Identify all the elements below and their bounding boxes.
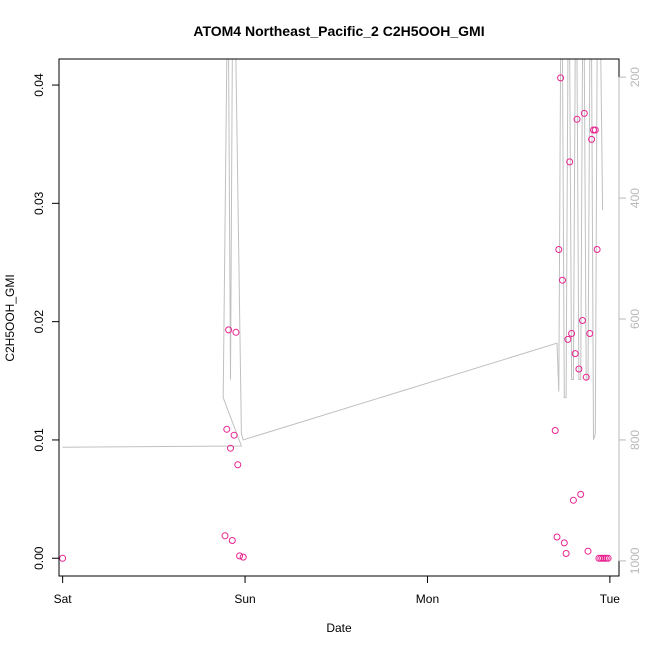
data-point	[557, 74, 565, 82]
y-axis-right: 200 400 600 800 1000	[618, 67, 642, 574]
data-point	[564, 335, 572, 343]
data-point	[588, 135, 596, 143]
y2-tick-label: 200	[628, 67, 642, 87]
y-tick-label: 0.02	[32, 310, 46, 334]
data-point	[59, 554, 67, 562]
data-point	[562, 550, 570, 557]
data-point	[239, 553, 247, 561]
y-axis: 0.00 0.01 0.02 0.03 0.04	[32, 73, 60, 570]
data-point	[569, 496, 577, 504]
data-point	[593, 246, 601, 253]
y2-tick-label: 400	[628, 188, 642, 208]
data-point	[221, 532, 229, 540]
x-tick-label: Tue	[600, 592, 621, 606]
y-tick-label: 0.00	[32, 546, 46, 570]
data-point	[223, 425, 231, 433]
data-point	[586, 330, 594, 337]
data-point	[584, 547, 592, 555]
data-point	[234, 461, 242, 469]
y-tick-label: 0.04	[32, 73, 46, 97]
x-tick-label: Sun	[234, 592, 255, 606]
data-point	[559, 276, 566, 284]
data-point	[571, 350, 579, 358]
data-point	[230, 431, 238, 439]
data-point	[555, 246, 563, 253]
plot-frame	[58, 58, 620, 577]
x-axis: Sat Sun Mon Tue	[54, 575, 621, 606]
y-tick-label: 0.01	[32, 428, 46, 452]
data-point	[577, 490, 585, 498]
y-axis-label: C2H5OOH_GMI	[3, 274, 17, 361]
x-tick-label: Sat	[54, 592, 73, 606]
y2-tick-label: 1000	[628, 547, 642, 574]
y-tick-label: 0.03	[32, 191, 46, 215]
data-point	[553, 533, 561, 541]
y2-tick-label: 800	[628, 430, 642, 450]
data-point	[225, 326, 233, 334]
data-point	[228, 537, 236, 544]
x-axis-label: Date	[326, 621, 352, 635]
data-point	[566, 158, 574, 166]
x-tick-label: Mon	[416, 592, 439, 606]
data-point	[575, 365, 583, 373]
data-point	[573, 115, 581, 123]
profile-line	[62, 58, 604, 448]
data-point	[227, 444, 234, 452]
data-point	[580, 109, 588, 117]
data-point	[579, 317, 586, 324]
data-points	[59, 74, 612, 562]
data-point	[582, 373, 590, 381]
data-point	[602, 554, 610, 562]
pressure-profile	[62, 58, 604, 448]
data-point	[551, 427, 559, 434]
data-point	[591, 126, 599, 134]
data-point	[236, 552, 244, 560]
data-point	[560, 539, 568, 547]
y2-tick-label: 600	[628, 309, 642, 329]
data-point	[232, 328, 240, 336]
data-point	[568, 330, 576, 337]
data-point	[604, 554, 612, 562]
chart-title: ATOM4 Northeast_Pacific_2 C2H5OOH_GMI	[193, 23, 484, 39]
